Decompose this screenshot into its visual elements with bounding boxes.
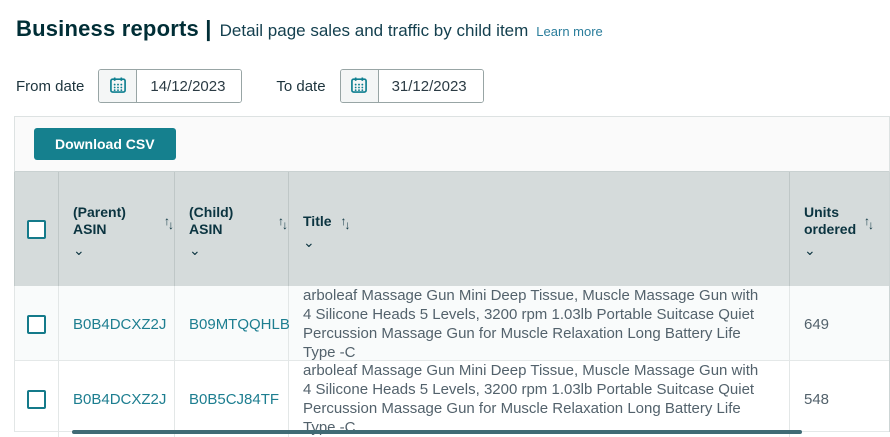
column-label: Units ordered: [804, 204, 857, 237]
from-date-calendar-button[interactable]: [99, 70, 138, 102]
child-asin-link[interactable]: B09MTQQHLB: [189, 315, 290, 333]
parent-asin-link[interactable]: B0B4DCXZ2J: [73, 390, 167, 408]
units-ordered-value: 548: [804, 390, 830, 408]
column-header-parent-asin[interactable]: (Parent) ASIN ↑↓ ⌄: [59, 172, 175, 286]
row-checkbox[interactable]: [27, 389, 46, 409]
parent-asin-link[interactable]: B0B4DCXZ2J: [73, 315, 167, 333]
table-row: B0B4DCXZ2J B0B5CJ84TF arboleaf Massage G…: [14, 361, 889, 437]
calendar-icon: [108, 75, 128, 98]
column-header-title[interactable]: Title ↑↓ ⌄: [289, 172, 790, 286]
units-ordered-cell: 649: [790, 286, 889, 362]
parent-asin-cell: B0B4DCXZ2J: [59, 286, 175, 362]
page-subtitle: Detail page sales and traffic by child i…: [219, 21, 529, 40]
sort-icon[interactable]: ↑↓: [864, 214, 874, 232]
sort-icon[interactable]: ↑↓: [278, 214, 288, 232]
sort-icon[interactable]: ↑↓: [340, 214, 351, 232]
units-ordered-value: 649: [804, 315, 830, 333]
child-asin-cell: B09MTQQHLB: [175, 286, 290, 362]
sort-icon[interactable]: ↑↓: [164, 214, 174, 232]
child-asin-cell: B0B5CJ84TF: [175, 361, 289, 437]
date-filter-row: From date To date: [16, 69, 890, 103]
select-all-cell: [15, 172, 59, 286]
to-date-input[interactable]: [378, 70, 483, 102]
table-header-row: (Parent) ASIN ↑↓ ⌄ (Child) ASIN ↑↓ ⌄ Tit…: [14, 172, 889, 286]
column-label: Title: [303, 212, 332, 229]
chevron-down-icon[interactable]: ⌄: [303, 233, 315, 250]
to-date-label: To date: [276, 77, 326, 95]
child-asin-link[interactable]: B0B5CJ84TF: [189, 390, 280, 408]
from-date-input[interactable]: [137, 70, 242, 102]
column-header-units-ordered[interactable]: Units ordered ↑↓ ⌄: [790, 172, 890, 286]
product-title: arboleaf Massage Gun Mini Deep Tissue, M…: [303, 287, 759, 361]
download-csv-button[interactable]: Download CSV: [34, 128, 176, 160]
select-all-checkbox[interactable]: [27, 219, 46, 239]
column-label: (Child) ASIN: [189, 204, 234, 237]
units-ordered-cell: 548: [790, 361, 889, 437]
table-toolbar: Download CSV: [14, 116, 890, 172]
page-header: Business reports | Detail page sales and…: [0, 0, 890, 42]
row-checkbox[interactable]: [27, 314, 46, 334]
title-cell: arboleaf Massage Gun Mini Deep Tissue, M…: [289, 361, 790, 437]
table-row: B0B4DCXZ2J B09MTQQHLB arboleaf Massage G…: [14, 286, 889, 362]
column-label: (Parent) ASIN: [73, 204, 126, 237]
chevron-down-icon[interactable]: ⌄: [73, 242, 85, 258]
product-title: arboleaf Massage Gun Mini Deep Tissue, M…: [303, 362, 759, 436]
to-date-calendar-button[interactable]: [340, 70, 379, 102]
column-header-child-asin[interactable]: (Child) ASIN ↑↓ ⌄: [175, 172, 289, 286]
page-title: Business reports |: [16, 16, 212, 41]
chevron-down-icon[interactable]: ⌄: [189, 242, 201, 258]
from-date-label: From date: [16, 77, 85, 95]
horizontal-scrollbar[interactable]: [72, 430, 802, 434]
to-date-group: [339, 69, 484, 103]
learn-more-link[interactable]: Learn more: [536, 24, 603, 39]
parent-asin-cell: B0B4DCXZ2J: [59, 361, 175, 437]
calendar-icon: [349, 75, 369, 98]
chevron-down-icon[interactable]: ⌄: [804, 242, 816, 258]
row-select-cell: [15, 286, 59, 362]
from-date-group: [98, 69, 243, 103]
reports-table: (Parent) ASIN ↑↓ ⌄ (Child) ASIN ↑↓ ⌄ Tit…: [14, 172, 890, 437]
title-cell: arboleaf Massage Gun Mini Deep Tissue, M…: [289, 286, 790, 362]
row-select-cell: [15, 361, 59, 437]
